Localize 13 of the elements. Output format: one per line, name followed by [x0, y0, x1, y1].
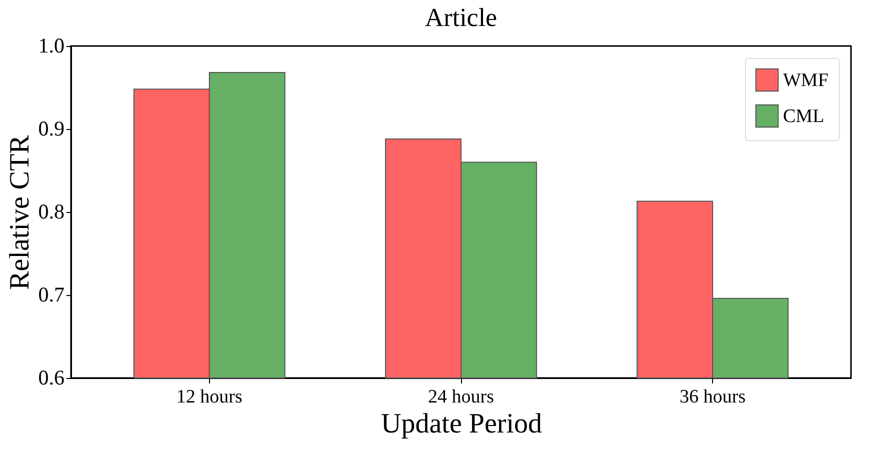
legend-label: CML — [783, 106, 824, 127]
y-tick-label: 1.0 — [38, 34, 64, 58]
x-tick-label: 24 hours — [428, 386, 494, 408]
legend-label: WMF — [783, 70, 828, 91]
y-tick-label: 0.7 — [38, 282, 64, 306]
chart-title: Article — [424, 3, 498, 32]
y-tick-label: 0.8 — [38, 200, 64, 224]
y-tick-label: 0.9 — [38, 116, 64, 140]
y-tick-label: 0.6 — [38, 366, 64, 390]
y-axis-title: Relative CTR — [4, 134, 36, 290]
x-axis-title: Update Period — [381, 408, 542, 440]
x-tick-label: 12 hours — [176, 386, 242, 408]
x-tick-label: 36 hours — [680, 386, 746, 408]
